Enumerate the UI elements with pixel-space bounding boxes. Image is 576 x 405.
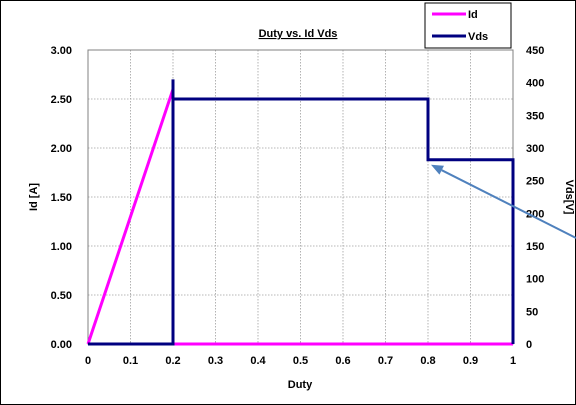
series-lines: [86, 79, 515, 346]
legend-box: [424, 2, 512, 49]
x-tick-label: 0.1: [123, 355, 138, 367]
legend: Id Vds: [424, 2, 512, 49]
legend-label-id: Id: [468, 9, 478, 21]
annotation-arrow: [441, 169, 576, 239]
y-left-axis-title: Id [A]: [28, 183, 40, 211]
x-axis-ticks: 0 0.1 0.2 0.3 0.4 0.5 0.6 0.7 0.8 0.9 1: [85, 355, 516, 367]
annotation-arrowhead: [431, 164, 444, 175]
y-right-tick-label: 250: [526, 176, 544, 188]
y-right-tick-label: 150: [526, 241, 544, 253]
y-left-tick-label: 0.00: [51, 339, 72, 351]
x-tick-label: 0.9: [463, 355, 478, 367]
chart-title: Duty vs. Id Vds: [259, 28, 338, 40]
y-left-tick-label: 2.50: [51, 94, 72, 106]
x-tick-label: 0.3: [208, 355, 223, 367]
x-tick-label: 0.4: [250, 355, 266, 367]
y-left-tick-label: 1.50: [51, 192, 72, 204]
y-right-tick-label: 400: [526, 78, 544, 90]
y-right-axis-title: Vds[V]: [563, 180, 575, 215]
x-tick-label: 0.6: [335, 355, 350, 367]
y-left-tick-label: 0.50: [51, 290, 72, 302]
y-right-tick-label: 200: [526, 208, 544, 220]
y-right-tick-label: 50: [526, 306, 538, 318]
series-line-vds: [88, 79, 515, 346]
y-left-tick-label: 3.00: [51, 45, 72, 57]
y-right-tick-label: 100: [526, 274, 544, 286]
legend-label-vds: Vds: [468, 31, 488, 43]
y-left-axis-ticks: 0.00 0.50 1.00 1.50 2.00 2.50 3.00: [51, 45, 72, 351]
x-tick-label: 0.8: [420, 355, 435, 367]
x-axis-title: Duty: [288, 379, 313, 391]
x-tick-label: 0.5: [293, 355, 308, 367]
y-left-tick-label: 2.00: [51, 143, 72, 155]
y-right-tick-label: 350: [526, 110, 544, 122]
plot-area: [87, 49, 514, 345]
x-tick-label: 1: [510, 355, 516, 367]
y-right-axis-ticks: 0 50 100 150 200 250 300 350 400 450: [526, 45, 544, 351]
y-right-tick-label: 0: [526, 339, 532, 351]
y-right-tick-label: 300: [526, 143, 544, 155]
x-tick-label: 0.7: [378, 355, 393, 367]
y-left-tick-label: 1.00: [51, 241, 72, 253]
y-right-tick-label: 450: [526, 45, 544, 57]
x-tick-label: 0.2: [165, 355, 180, 367]
x-tick-label: 0: [85, 355, 91, 367]
